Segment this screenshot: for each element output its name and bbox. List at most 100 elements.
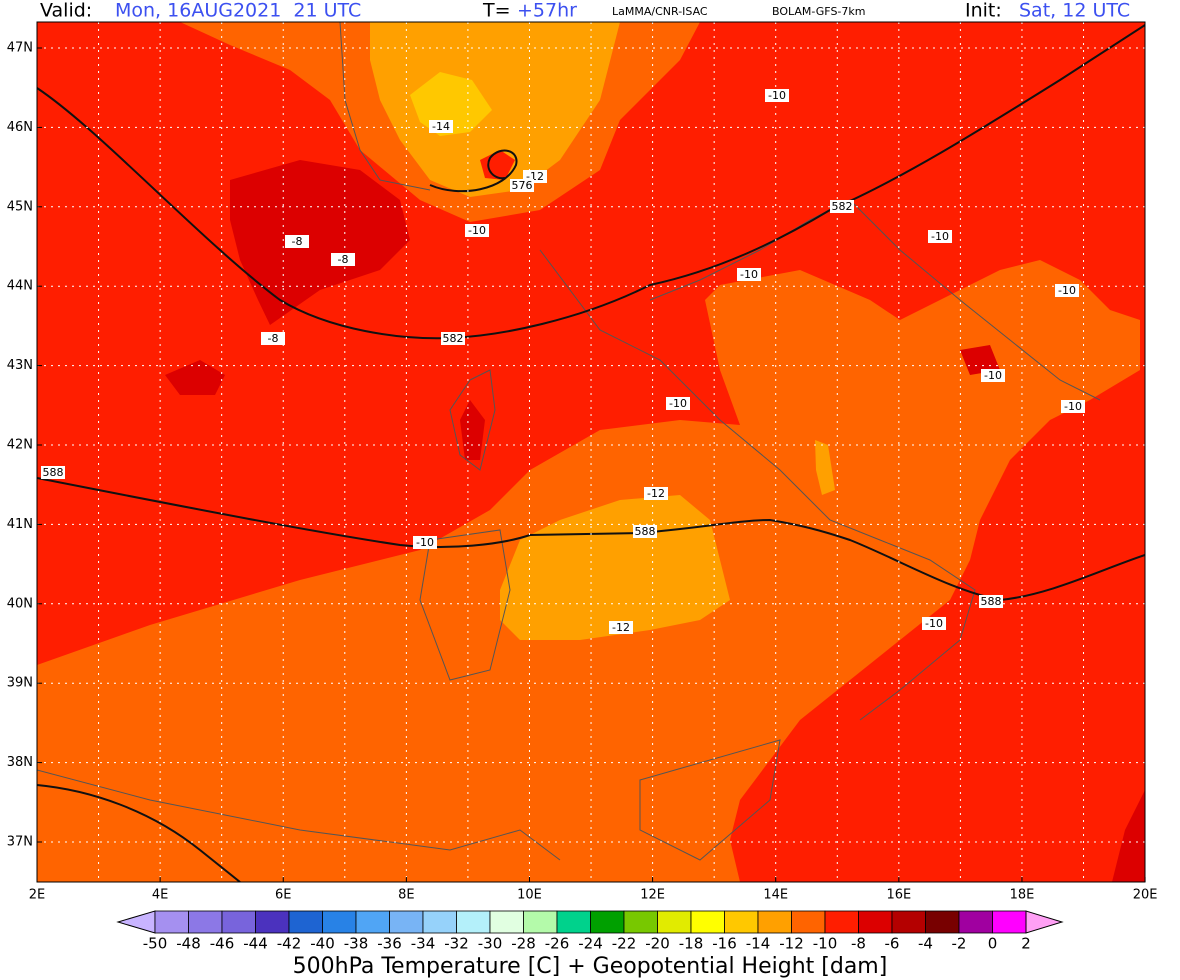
contour-label-box [429,120,453,133]
lead-time: +57hr [517,0,577,22]
lon-label: 20E [1133,888,1158,903]
contour-label: 582 [443,332,464,345]
lat-label: 46N [7,120,33,135]
valid-label: Valid: [40,0,92,22]
contour-label-box [633,525,657,538]
contour-label-box [413,536,437,549]
contour-label-box [1061,400,1085,413]
lat-label: 40N [7,596,33,611]
colorbar-box [489,910,524,934]
colorbar-label: -44 [243,935,268,953]
colorbar-label: -34 [411,935,436,953]
colorbar-box [925,910,960,934]
colorbar-box [690,910,725,934]
coastlines [37,22,1101,861]
lat-label: 41N [7,517,33,532]
colorbar-label: -32 [444,935,469,953]
contour-label: -10 [768,89,786,102]
colorbar-box [623,910,658,934]
lat-label: 44N [7,279,33,294]
lat-label: 38N [7,755,33,770]
colorbar-box [757,910,792,934]
colorbar-label: -50 [143,935,168,953]
field-dark-red [165,360,225,395]
colorbar-title: 500hPa Temperature [C] + Geopotential He… [293,954,888,979]
colorbar-label: -24 [578,935,603,953]
colorbar-box [322,910,357,934]
contour-label: -8 [292,235,303,248]
colorbar-label: -2 [952,935,967,953]
colorbar-box [355,910,390,934]
contour-label-box [261,332,285,345]
colorbar-under [116,910,156,934]
colorbar-label: -18 [679,935,704,953]
colorbar-label: -38 [344,935,369,953]
colorbar-label: -8 [851,935,866,953]
contour-label: -10 [931,230,949,243]
lat-label: 45N [7,199,33,214]
lat-label: 39N [7,676,33,691]
field-dark-red [1112,790,1145,882]
contour-label-box [981,369,1005,382]
colorbar-over [1025,910,1064,934]
contour-label-box [737,268,761,281]
colorbar-label: -12 [779,935,804,953]
colorbar-label: -36 [377,935,402,953]
lat-label: 42N [7,438,33,453]
colorbar-box [221,910,256,934]
colorbar-box [154,910,189,934]
contour-label: -10 [1064,400,1082,413]
colorbar-box [523,910,558,934]
colorbar-box [657,910,692,934]
colorbar-box [389,910,424,934]
contour-label: -10 [468,224,486,237]
contour-label: 588 [981,595,1002,608]
init-time: Sat, 12 UTC [1019,0,1130,22]
contour-label: 582 [832,200,853,213]
colorbar-label: 0 [988,935,998,953]
lon-label: 4E [152,888,169,903]
contour-label: -10 [984,369,1002,382]
contour-label: -8 [338,253,349,266]
lon-label: 6E [275,888,292,903]
colorbar-label: -42 [277,935,302,953]
field-red-spot [480,150,515,180]
lead-label: T= [482,0,511,22]
colorbar-label: -10 [813,935,838,953]
contour-label-box [285,235,309,248]
field-dark-red [230,160,410,325]
lon-label: 8E [398,888,415,903]
colorbar-label: -20 [645,935,670,953]
graticule [37,22,1145,882]
field-light-orange [815,440,835,495]
contour-label-box [1055,284,1079,297]
colorbar-box [724,910,759,934]
contour-label: 588 [43,466,64,479]
contour-label: -10 [416,536,434,549]
lon-label: 16E [886,888,911,903]
lat-label: 37N [7,835,33,850]
contour-label-box [510,179,534,192]
contour-label-box [765,89,789,102]
colorbar-label: -48 [176,935,201,953]
colorbar-box [288,910,323,934]
colorbar-label: -46 [210,935,235,953]
contour-label: -10 [740,268,758,281]
contour-label: -14 [432,120,450,133]
colorbar: 500hPa Temperature [C] + Geopotential He… [116,910,1064,979]
contour-label: -8 [268,332,279,345]
contour-label-box [41,466,65,479]
contour-label-box [830,200,854,213]
contour-label: 576 [512,179,533,192]
colorbar-label: -16 [712,935,737,953]
contour-label-box [331,253,355,266]
colorbar-box [456,910,491,934]
colorbar-box [891,910,926,934]
contour-label-box [922,617,946,630]
model: BOLAM-GFS-7km [772,5,865,18]
contour-label-box [465,224,489,237]
contour-label-box [666,397,690,410]
colorbar-label: -14 [746,935,771,953]
header: Valid: Mon, 16AUG2021 21 UTC T= +57hr La… [40,0,1130,22]
